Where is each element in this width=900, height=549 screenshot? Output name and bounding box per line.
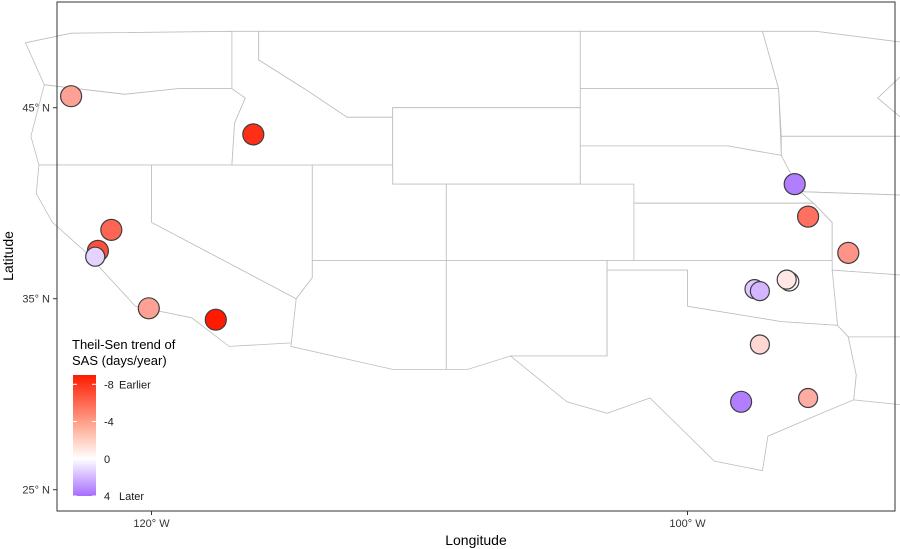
- station-point-13: [749, 281, 771, 302]
- station-point-18: [797, 387, 819, 409]
- x-axis-title: Longitude: [445, 532, 507, 548]
- y-tick-label-1: 25° N: [22, 485, 50, 497]
- legend-title-line1: Theil-Sen trend of: [72, 337, 176, 352]
- state-south-dakota: [579, 88, 782, 156]
- legend-tick-label-2: -4: [104, 417, 114, 429]
- y-axis: 25° N 35° N 45° N: [22, 103, 57, 497]
- stations-layer: [59, 85, 860, 413]
- station-point-2: [242, 123, 265, 146]
- legend-tick-label-3: 0: [104, 454, 110, 466]
- state-new-mexico: [445, 260, 608, 370]
- y-tick-label-2: 35° N: [22, 294, 50, 306]
- state-texas: [509, 269, 857, 472]
- state-minnesota: [761, 30, 900, 137]
- station-point-7: [204, 308, 227, 331]
- x-tick-label-2: 100° W: [669, 518, 706, 530]
- legend-annotation-1: Earlier: [119, 379, 151, 391]
- station-point-6: [137, 297, 160, 320]
- station-point-8: [783, 173, 806, 196]
- y-axis-title: Latitude: [0, 231, 16, 281]
- plot-panel-border: [56, 1, 896, 512]
- station-point-9: [796, 205, 820, 228]
- legend-ticks: -8 Earlier -4 0 4 Later: [73, 379, 151, 503]
- x-tick-label-1: 120° W: [133, 518, 170, 530]
- legend-tick-label-4: 4: [104, 491, 110, 503]
- state-wyoming: [392, 107, 581, 185]
- us-states-layer: [24, 30, 900, 472]
- station-point-1: [59, 85, 83, 108]
- legend-title-line2: SAS (days/year): [72, 353, 167, 368]
- legend-tick-label-1: -8: [104, 379, 114, 391]
- state-washington: [24, 30, 233, 95]
- legend-annotation-4: Later: [119, 491, 144, 503]
- state-wisconsin: [877, 76, 900, 118]
- station-point-5: [85, 246, 106, 267]
- state-arkansas: [831, 269, 900, 338]
- station-point-15: [776, 269, 797, 290]
- station-point-17: [729, 390, 753, 413]
- state-north-dakota: [579, 30, 780, 89]
- state-louisiana: [847, 336, 900, 406]
- color-legend: Theil-Sen trend of SAS (days/year) -8 Ear…: [72, 337, 176, 503]
- station-point-16: [749, 334, 771, 355]
- state-iowa: [780, 135, 900, 196]
- y-tick-label-3: 45° N: [22, 103, 50, 115]
- state-colorado: [445, 183, 635, 261]
- legend-colorbar: [73, 375, 96, 496]
- station-point-3: [100, 218, 123, 241]
- state-missouri: [798, 191, 900, 276]
- station-point-10: [837, 241, 860, 264]
